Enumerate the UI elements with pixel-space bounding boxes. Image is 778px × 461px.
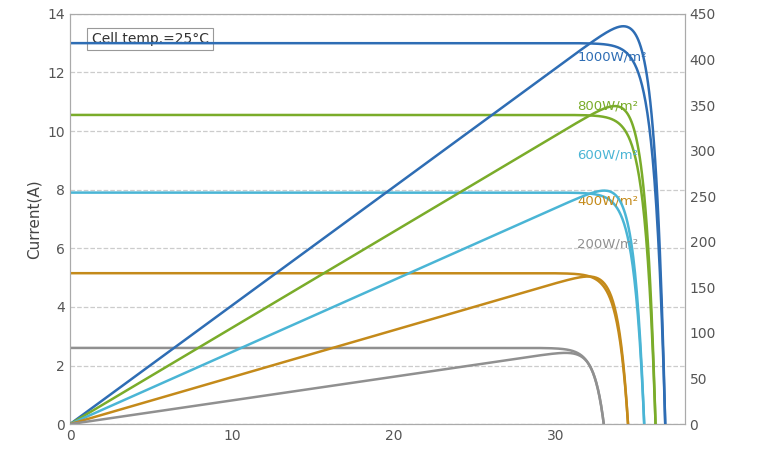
Text: 800W/m²: 800W/m² bbox=[577, 100, 638, 112]
Text: Cell temp.=25°C: Cell temp.=25°C bbox=[92, 32, 209, 46]
Text: 600W/m²: 600W/m² bbox=[577, 149, 638, 162]
Y-axis label: Current(A): Current(A) bbox=[27, 179, 42, 259]
Text: 200W/m²: 200W/m² bbox=[577, 237, 638, 250]
Text: 400W/m²: 400W/m² bbox=[577, 194, 638, 207]
Text: 1000W/m²: 1000W/m² bbox=[577, 50, 647, 64]
